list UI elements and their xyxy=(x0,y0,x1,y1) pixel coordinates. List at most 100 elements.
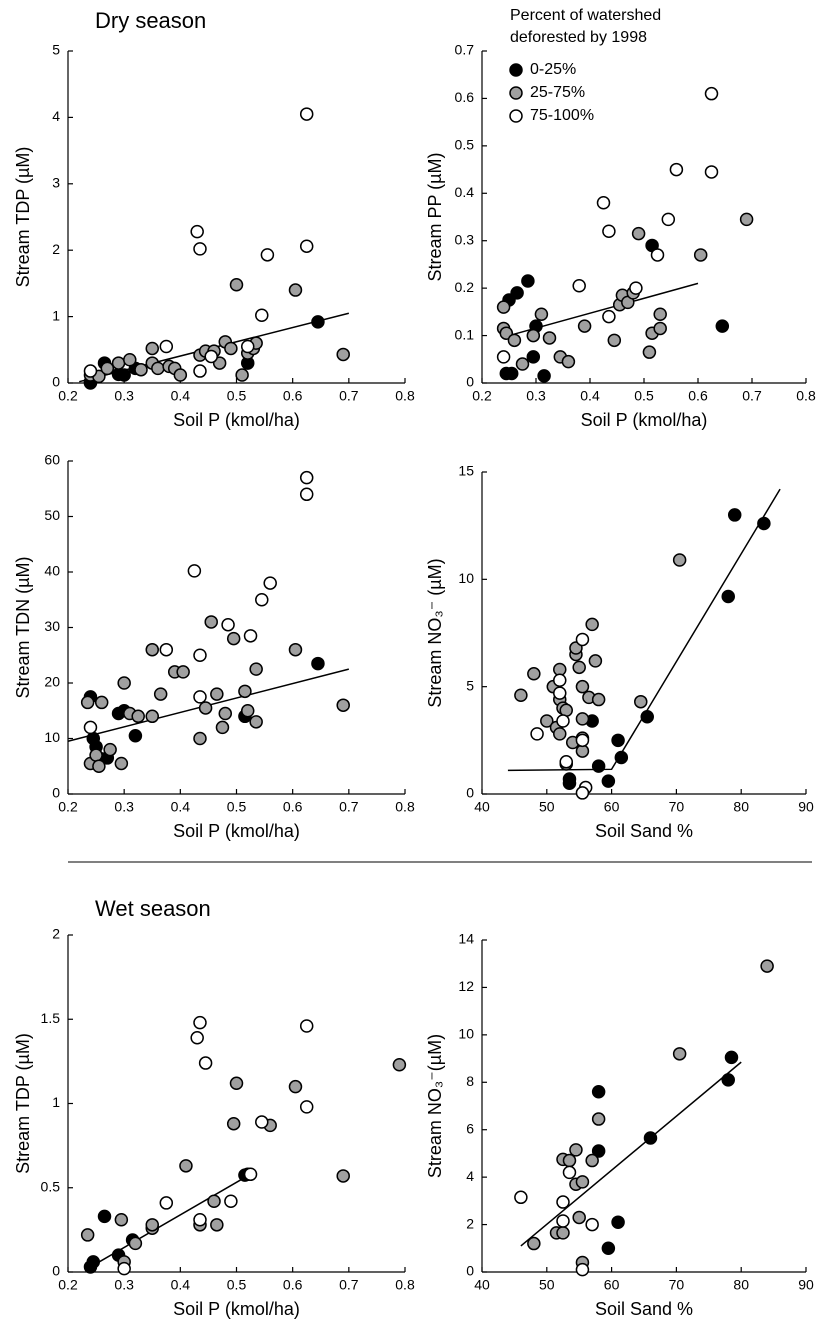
data-point xyxy=(693,248,708,262)
data-point xyxy=(193,690,207,704)
y-tick-label: 0.5 xyxy=(41,1178,61,1194)
data-point xyxy=(210,687,224,701)
data-point xyxy=(559,755,573,769)
data-point xyxy=(739,212,754,227)
y-tick-label: 50 xyxy=(44,507,60,523)
data-point xyxy=(591,759,606,773)
data-point xyxy=(255,1115,269,1129)
data-point xyxy=(496,350,511,364)
data-point xyxy=(530,727,544,741)
data-point xyxy=(114,1213,129,1227)
legend-title: Percent of watershed xyxy=(510,7,661,24)
data-point xyxy=(193,731,207,746)
data-point xyxy=(653,321,667,336)
x-tick-label: 0.7 xyxy=(742,388,762,404)
data-point xyxy=(114,756,129,771)
data-point xyxy=(556,1226,570,1240)
x-tick-label: 0.4 xyxy=(171,388,191,404)
y-tick-label: 0.6 xyxy=(455,89,475,105)
data-point xyxy=(653,307,667,321)
data-point xyxy=(243,1167,258,1182)
data-point xyxy=(263,576,277,590)
x-axis-label: Soil P (kmol/ha) xyxy=(173,410,300,430)
data-point xyxy=(336,698,350,712)
data-point xyxy=(537,369,551,383)
x-tick-label: 70 xyxy=(669,799,685,815)
data-point xyxy=(311,315,325,329)
y-axis-label: Stream NO₃⁻ (µM) xyxy=(425,558,445,707)
data-point xyxy=(504,366,519,381)
data-point xyxy=(159,339,174,354)
data-point xyxy=(585,1153,599,1168)
data-point xyxy=(299,1019,314,1033)
legend-label: 75-100% xyxy=(530,107,594,124)
data-point xyxy=(591,1112,606,1126)
y-tick-label: 10 xyxy=(44,729,60,745)
x-tick-label: 0.8 xyxy=(395,799,415,815)
data-point xyxy=(614,750,629,765)
data-point xyxy=(226,631,241,646)
x-tick-label: 0.5 xyxy=(227,1277,247,1293)
y-tick-label: 0 xyxy=(466,374,474,390)
x-tick-label: 40 xyxy=(474,1277,490,1293)
data-point xyxy=(193,1015,207,1030)
data-point xyxy=(336,347,350,362)
data-point xyxy=(601,774,616,788)
data-point xyxy=(103,742,117,757)
data-point xyxy=(336,1169,350,1183)
data-point xyxy=(117,1261,131,1276)
y-tick-label: 5 xyxy=(466,677,474,693)
data-point xyxy=(123,353,137,367)
data-point xyxy=(92,759,106,773)
data-point xyxy=(249,715,263,729)
data-point xyxy=(602,309,616,324)
x-tick-label: 0.8 xyxy=(395,1277,415,1293)
data-point xyxy=(575,1175,590,1189)
x-tick-label: 0.6 xyxy=(283,799,303,815)
data-point xyxy=(299,487,314,502)
x-tick-label: 0.7 xyxy=(339,388,359,404)
data-point xyxy=(255,308,269,323)
data-point xyxy=(575,712,590,726)
data-point xyxy=(131,709,145,724)
data-point xyxy=(507,333,522,348)
data-point xyxy=(299,470,314,485)
data-point xyxy=(134,362,148,377)
data-point xyxy=(607,333,622,348)
x-tick-label: 60 xyxy=(604,1277,620,1293)
data-point xyxy=(575,733,590,748)
data-point xyxy=(100,361,115,376)
y-tick-label: 4 xyxy=(52,108,60,124)
data-point xyxy=(190,1031,204,1045)
x-tick-label: 0.8 xyxy=(395,388,415,404)
data-point xyxy=(215,720,230,735)
data-point xyxy=(128,728,143,743)
data-point xyxy=(240,339,255,354)
data-point xyxy=(585,617,599,632)
data-point xyxy=(611,1215,625,1229)
y-tick-label: 0.4 xyxy=(455,184,475,200)
data-point xyxy=(724,1050,739,1065)
data-point xyxy=(577,319,592,333)
data-point xyxy=(704,165,719,179)
data-point xyxy=(207,1194,221,1208)
y-axis-label: Stream TDN (µM) xyxy=(13,556,33,698)
y-tick-label: 12 xyxy=(458,978,474,994)
y-tick-label: 0.5 xyxy=(455,137,475,153)
y-tick-label: 30 xyxy=(44,618,60,634)
data-point xyxy=(672,553,687,567)
x-tick-label: 70 xyxy=(669,1277,685,1293)
data-point xyxy=(650,248,665,262)
y-axis-label: Stream PP (µM) xyxy=(425,152,445,281)
data-point xyxy=(572,1210,586,1225)
data-point xyxy=(526,328,541,343)
data-point xyxy=(83,720,98,735)
y-axis-label: Stream TDP (µM) xyxy=(13,147,33,288)
data-point xyxy=(80,1228,95,1242)
y-tick-label: 0 xyxy=(52,1263,60,1279)
data-point xyxy=(86,1255,101,1269)
y-axis-label: Stream TDP (µM) xyxy=(13,1033,33,1174)
x-tick-label: 0.2 xyxy=(472,388,492,404)
data-point xyxy=(94,695,109,710)
